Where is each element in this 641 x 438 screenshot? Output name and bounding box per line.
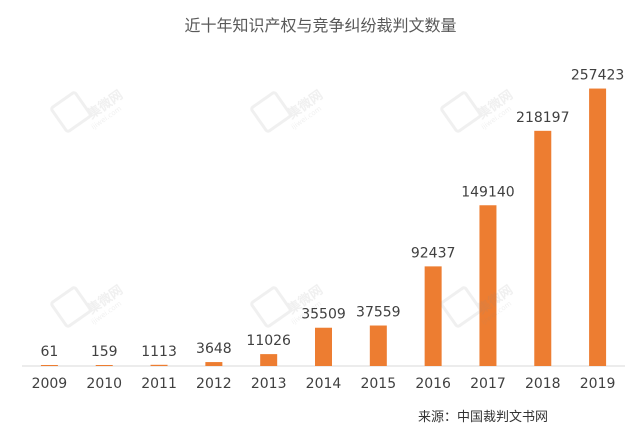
data-label-2010: 159 (91, 344, 118, 360)
x-tick-label-2014: 2014 (306, 376, 342, 392)
x-tick-label-2012: 2012 (196, 376, 232, 392)
data-label-2019: 257423 (571, 68, 624, 84)
data-label-2018: 218197 (516, 110, 569, 126)
x-tick-label-2016: 2016 (415, 376, 451, 392)
bar-2014 (315, 327, 332, 366)
bar-2009 (40, 365, 58, 366)
bar-2018 (534, 130, 552, 366)
data-label-2015: 37559 (356, 305, 401, 321)
bar-2012 (205, 362, 223, 366)
x-tick-label-2011: 2011 (141, 376, 177, 392)
data-label-2013: 11026 (246, 333, 291, 349)
data-label-2014: 35509 (301, 307, 346, 323)
bar-2017 (479, 205, 497, 366)
data-label-2012: 3648 (196, 341, 232, 357)
bar-2010 (95, 365, 113, 366)
x-tick-label-2018: 2018 (525, 376, 561, 392)
bar-2015 (369, 325, 387, 366)
x-tick-label-2010: 2010 (86, 376, 122, 392)
x-tick-label-2013: 2013 (251, 376, 287, 392)
x-tick-label-2015: 2015 (360, 376, 396, 392)
bar-2011 (150, 364, 168, 366)
chart-title: 近十年知识产权与竞争纠纷裁判文数量 (184, 16, 457, 35)
x-tick-label-2019: 2019 (580, 376, 616, 392)
bar-2016 (424, 266, 442, 366)
bar-2019 (589, 88, 607, 367)
data-label-2009: 61 (40, 344, 58, 360)
data-label-2016: 92437 (411, 245, 456, 261)
data-label-2011: 1113 (141, 344, 177, 360)
x-tick-label-2017: 2017 (470, 376, 506, 392)
bar-2013 (260, 354, 278, 366)
data-label-2017: 149140 (461, 184, 514, 200)
x-tick-label-2009: 2009 (32, 376, 68, 392)
source-note: 来源：中国裁判文书网 (418, 410, 549, 425)
